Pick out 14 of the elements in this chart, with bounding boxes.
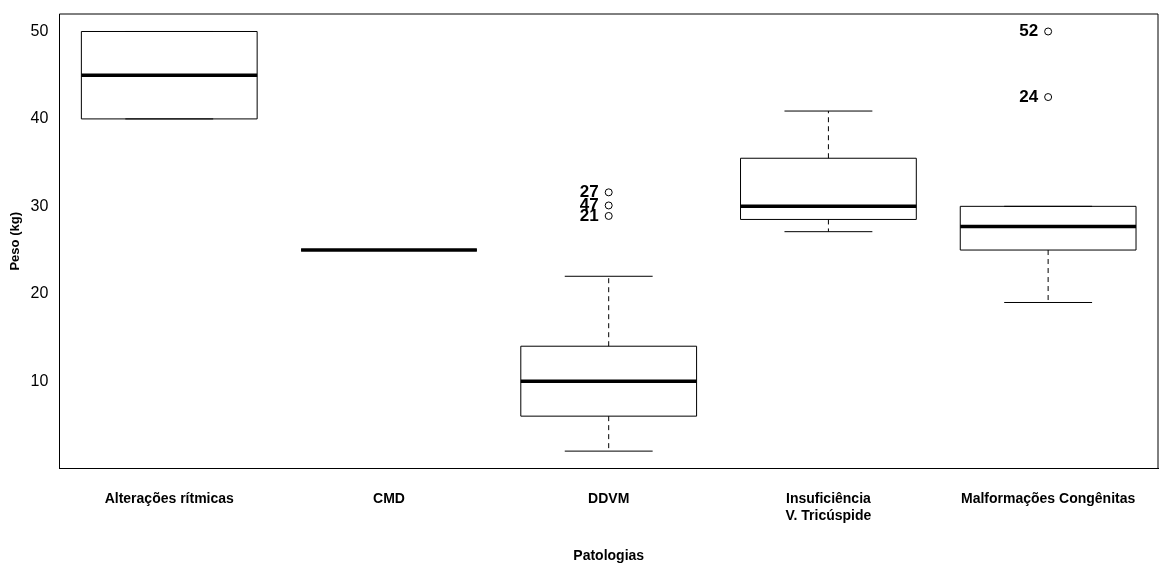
y-axis-title: Peso (kg) [7,212,23,271]
x-tick-label: Insuficiência V. Tricúspide [785,489,872,523]
x-tick-label: Malformações Congênitas [961,489,1136,506]
annotation: 24 [1019,86,1039,106]
x-axis-title: Patologias [573,547,645,564]
y-tick-label: 40 [30,109,49,127]
y-tick-label: 50 [30,21,49,39]
x-tick-label: DDVM [588,489,630,506]
x-tick-label: Alterações rítmicas [104,489,235,506]
y-tick-label: 20 [30,284,49,302]
x-tick-label: CMD [373,489,405,506]
y-tick-label: 10 [30,371,49,389]
annotation: 52 [1019,21,1039,41]
y-tick-label: 30 [30,196,49,214]
